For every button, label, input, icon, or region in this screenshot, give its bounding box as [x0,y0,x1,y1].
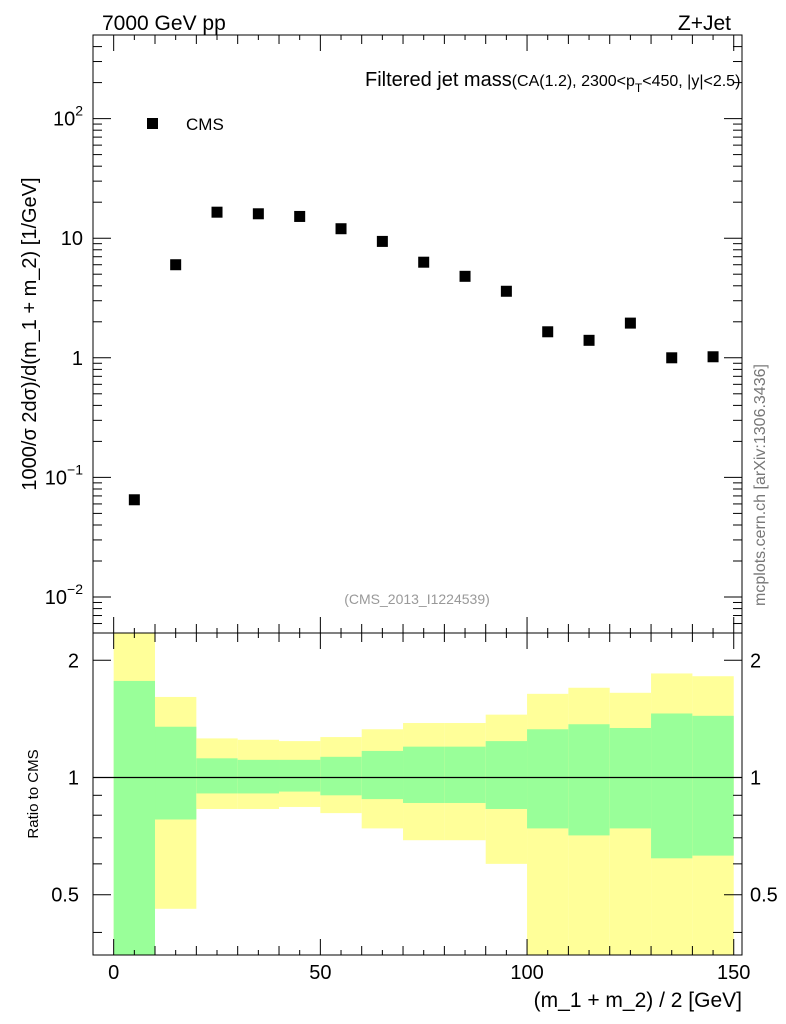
main-y-tick-label-base: 10 [45,587,67,609]
ratio-plot-panel: 0.5 0.5 1 1 2 2 0 50 100 150 Ratio to CMS (m_1 + … [25,632,778,1012]
data-points [128,206,719,506]
chart-title-sub-b: <450, |y|<2.5) [642,73,740,90]
data-point [418,256,430,268]
ratio-y-tick-label-right: 0.5 [750,885,778,907]
green-band [692,715,734,856]
green-band [196,758,238,794]
side-label: mcplots.cern.ch [arXiv:1306.3436] [752,364,769,606]
green-band [279,759,321,792]
main-y-tick-label-base: 10 [53,109,75,131]
data-point [583,334,595,346]
chart-title-sub-a: (CA(1.2), 2300<p [512,73,635,90]
chart-title: Filtered jet mass(CA(1.2), 2300<pT<450, … [365,69,740,95]
main-y-tick-label: 10−2 [45,581,83,609]
data-point [376,235,388,247]
process-label: Z+Jet [678,12,731,35]
main-axis-ticks [93,34,742,634]
ratio-y-tick-label-left: 0.5 [51,885,79,907]
x-axis-label: (m_1 + m_2) / 2 [GeV] [534,989,742,1012]
main-y-tick-label: 10−1 [45,461,83,489]
main-y-tick-label-base: 1 [72,348,83,370]
legend-marker [147,118,158,129]
main-y-tick-label-base: 10 [61,228,83,250]
main-y-tick-label-exp: 2 [75,103,83,119]
main-y-tick-label: 10 [61,228,83,250]
ratio-y-tick-label-left: 2 [68,650,79,672]
green-band [527,729,569,829]
data-point [211,206,223,218]
green-band [320,756,362,796]
data-point [170,259,182,271]
ratio-y-axis-label: Ratio to CMS [25,749,42,838]
x-tick-label: 100 [510,962,543,984]
data-point [294,210,306,222]
main-y-axis-label: 1000/σ 2dσ)/d(m_1 + m_2) [1/GeV] [19,177,41,490]
green-band [568,724,610,836]
data-point [252,208,264,220]
chart-title-sub-sub: T [635,81,643,95]
green-band [403,746,445,803]
green-band [237,759,280,794]
data-point [500,285,512,297]
data-point [707,351,719,363]
ratio-tick-labels: 0.5 0.5 1 1 2 2 0 50 100 150 [51,650,778,984]
data-point [542,326,554,338]
data-point [666,352,678,364]
energy-label: 7000 GeV pp [102,12,226,35]
ratio-y-tick-label-left: 1 [68,767,79,789]
main-y-tick-label-exp: −1 [67,461,83,477]
main-y-tick-label: 102 [53,103,83,131]
ratio-y-tick-label-right: 2 [750,650,761,672]
x-tick-label: 0 [108,962,119,984]
ratio-uncertainty-bands [113,633,734,955]
chart-title-main: Filtered jet mass [365,69,512,91]
data-point [128,494,140,506]
data-point [459,270,471,282]
green-band [155,726,197,820]
main-y-tick-label-base: 10 [45,467,67,489]
green-band [361,750,404,800]
green-band [651,713,693,859]
x-tick-label: 150 [717,962,750,984]
x-tick-label: 50 [309,962,331,984]
green-band [485,741,528,809]
analysis-label: (CMS_2013_I1224539) [344,591,490,607]
ratio-y-tick-label-right: 1 [750,767,761,789]
main-y-tick-label-exp: −2 [67,581,83,597]
green-band [113,680,156,955]
green-band [444,746,486,803]
main-y-tick-label: 1 [72,348,83,370]
legend-label: CMS [186,115,224,134]
ratio-axis-ticks [93,633,742,955]
ratio-plot-frame [92,632,743,956]
data-point [335,223,347,235]
green-band [609,727,652,829]
data-point [624,317,636,329]
